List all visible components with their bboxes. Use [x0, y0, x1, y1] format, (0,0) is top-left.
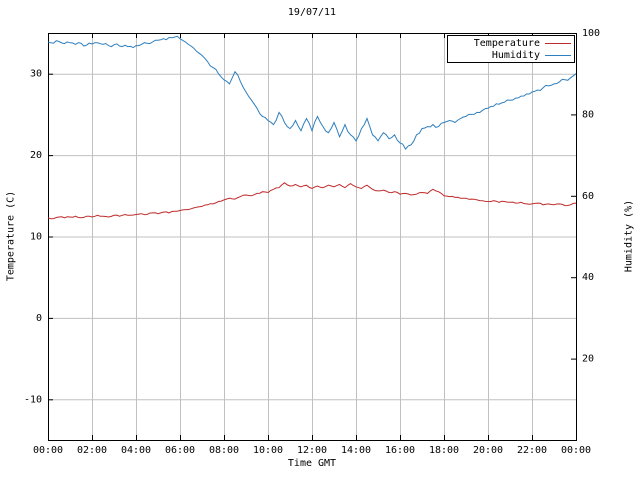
x-tick-label: 04:00 — [121, 445, 151, 456]
temperature-line-swatch — [545, 42, 571, 44]
x-tick-label: 16:00 — [385, 445, 415, 456]
x-tick-label: 08:00 — [209, 445, 239, 456]
humidity-line — [47, 35, 577, 150]
x-tick-label: 20:00 — [473, 445, 503, 456]
temperature-line — [47, 182, 577, 220]
y-axis-left-label: Temperature (C) — [5, 190, 17, 282]
legend-item-temperature: Temperature — [451, 37, 571, 49]
legend-label-humidity: Humidity — [491, 49, 540, 61]
x-tick-label: 22:00 — [517, 445, 547, 456]
y-right-tick-label: 40 — [582, 272, 594, 283]
y-right-tick-label: 80 — [582, 109, 594, 120]
x-tick-label: 06:00 — [165, 445, 195, 456]
y-right-tick-label: 60 — [582, 191, 594, 202]
legend-item-humidity: Humidity — [451, 49, 571, 61]
y-right-tick-label: 100 — [582, 28, 600, 39]
x-axis-label: Time GMT — [287, 458, 337, 469]
y-left-tick-label: 10 — [30, 232, 42, 243]
legend-label-temperature: Temperature — [473, 37, 540, 49]
y-left-tick-label: -10 — [24, 394, 42, 405]
x-tick-label: 14:00 — [341, 445, 371, 456]
x-tick-label: 12:00 — [297, 445, 327, 456]
y-axis-right-label: Humidity (%) — [623, 199, 635, 273]
x-tick-label: 00:00 — [33, 445, 63, 456]
y-left-tick-label: 20 — [30, 150, 42, 161]
x-tick-label: 02:00 — [77, 445, 107, 456]
y-left-tick-label: 0 — [36, 313, 42, 324]
x-tick-label: 00:00 — [561, 445, 591, 456]
y-left-tick-label: 30 — [30, 69, 42, 80]
y-right-tick-label: 20 — [582, 354, 594, 365]
x-tick-label: 10:00 — [253, 445, 283, 456]
x-tick-label: 18:00 — [429, 445, 459, 456]
gridlines — [48, 33, 576, 440]
chart-title: 19/07/11 — [287, 7, 337, 18]
humidity-line-swatch — [545, 54, 571, 56]
legend: Temperature Humidity — [447, 35, 575, 63]
